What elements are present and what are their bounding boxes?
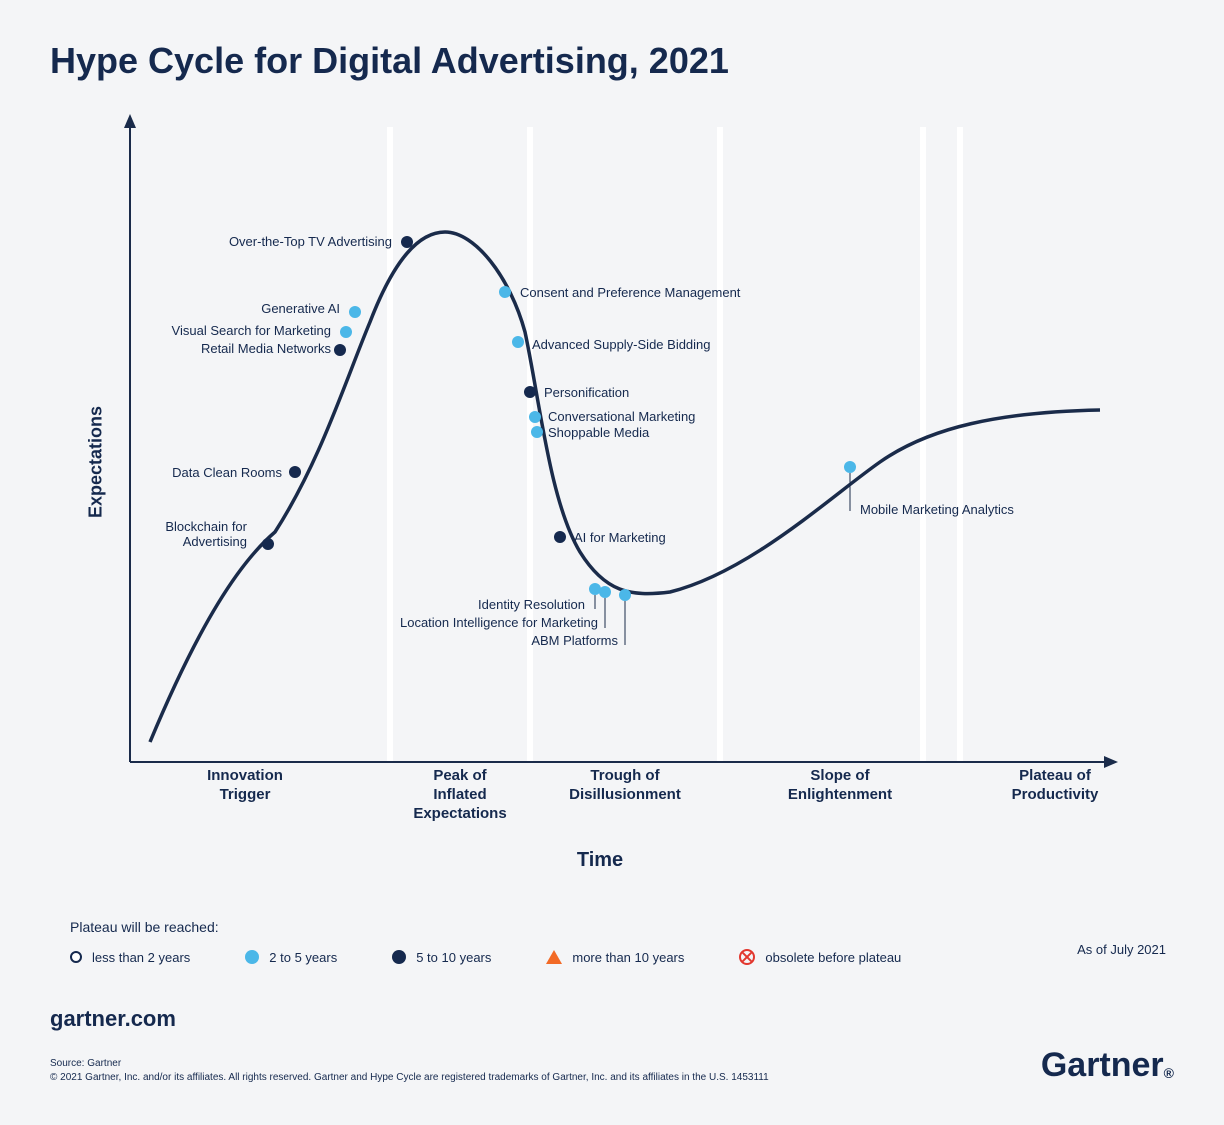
data-point-label: Conversational Marketing (548, 409, 695, 424)
data-point-label: Data Clean Rooms (172, 465, 282, 480)
phase-label: Peak ofInflatedExpectations (380, 767, 540, 823)
data-point (262, 538, 274, 550)
data-point (512, 336, 524, 348)
data-point (289, 466, 301, 478)
legend-symbol (392, 950, 406, 964)
phase-label: Plateau ofProductivity (975, 767, 1135, 805)
data-point (844, 461, 856, 473)
data-point-label: Visual Search for Marketing (172, 323, 331, 338)
data-point (349, 306, 361, 318)
copyright-text: © 2021 Gartner, Inc. and/or its affiliat… (50, 1071, 1174, 1085)
source-text: Source: Gartner (50, 1057, 1174, 1071)
data-point-label: Generative AI (261, 301, 340, 316)
data-point (334, 344, 346, 356)
data-point-label: Consent and Preference Management (520, 285, 740, 300)
legend-label: less than 2 years (92, 950, 190, 965)
data-point-label: Retail Media Networks (201, 341, 331, 356)
footer: gartner.com Source: Gartner © 2021 Gartn… (50, 1006, 1174, 1085)
phase-label: Trough ofDisillusionment (545, 767, 705, 805)
data-point (524, 386, 536, 398)
legend-label: 5 to 10 years (416, 950, 491, 965)
data-point-label: Advanced Supply-Side Bidding (532, 337, 711, 352)
legend-symbol (245, 950, 259, 964)
legend-item: less than 2 years (70, 950, 190, 965)
as-of-date: As of July 2021 (1077, 942, 1166, 957)
phase-label: Slope ofEnlightenment (760, 767, 920, 805)
hype-cycle-svg (50, 102, 1150, 822)
data-point (619, 589, 631, 601)
data-point (499, 286, 511, 298)
gartner-logo: Gartner® (1041, 1046, 1174, 1085)
legend-label: more than 10 years (572, 950, 684, 965)
chart-title: Hype Cycle for Digital Advertising, 2021 (50, 40, 1174, 82)
data-point-label: AI for Marketing (574, 530, 666, 545)
data-point-label: Blockchain forAdvertising (165, 520, 247, 550)
legend-symbol (739, 949, 755, 965)
legend-item: more than 10 years (546, 950, 684, 965)
site-url: gartner.com (50, 1006, 1174, 1032)
data-point-label: Shoppable Media (548, 425, 649, 440)
legend: Plateau will be reached: less than 2 yea… (70, 919, 901, 965)
phase-label: InnovationTrigger (165, 767, 325, 805)
legend-label: obsolete before plateau (765, 950, 901, 965)
data-point (529, 411, 541, 423)
legend-item: 2 to 5 years (245, 950, 337, 965)
data-point (340, 326, 352, 338)
data-point (554, 531, 566, 543)
data-point (599, 586, 611, 598)
legend-symbol (546, 950, 562, 964)
data-point (401, 236, 413, 248)
y-axis-label: Expectations (86, 406, 107, 518)
data-point-label: Over-the-Top TV Advertising (229, 234, 392, 249)
data-point-label: Personification (544, 385, 629, 400)
legend-title: Plateau will be reached: (70, 919, 901, 935)
data-point-label: ABM Platforms (531, 633, 618, 648)
legend-item: 5 to 10 years (392, 950, 491, 965)
data-point (531, 426, 543, 438)
data-point-label: Identity Resolution (478, 597, 585, 612)
legend-symbol (70, 951, 82, 963)
x-axis-label: Time (577, 849, 623, 872)
legend-label: 2 to 5 years (269, 950, 337, 965)
chart-area: Expectations Time InnovationTriggerPeak … (50, 102, 1150, 822)
data-point-label: Location Intelligence for Marketing (400, 615, 598, 630)
data-point-label: Mobile Marketing Analytics (860, 502, 1014, 517)
legend-item: obsolete before plateau (739, 949, 901, 965)
